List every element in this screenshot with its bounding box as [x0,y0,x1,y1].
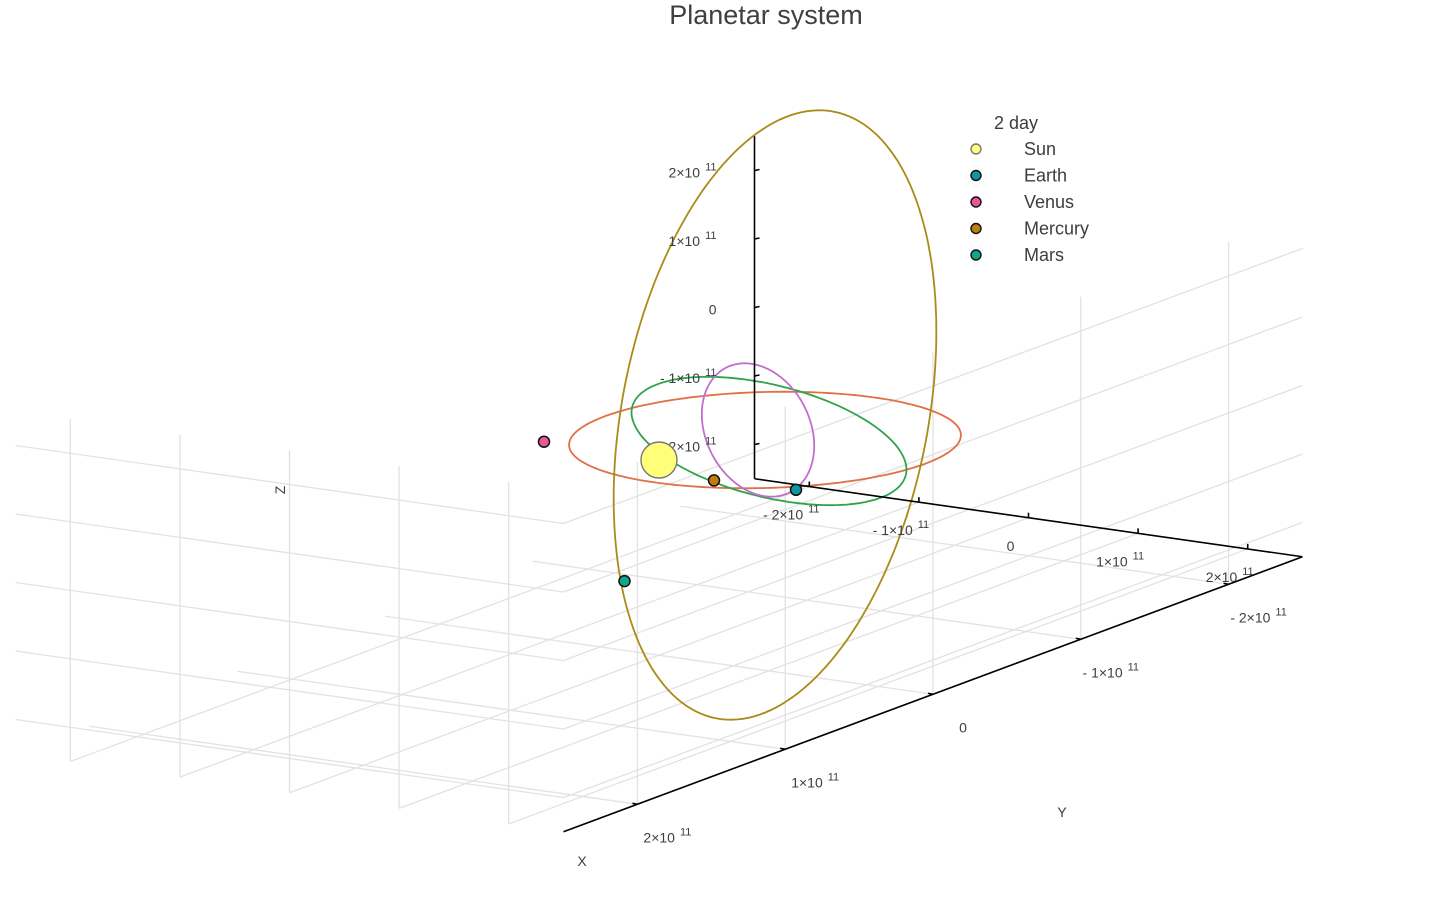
orbit-path [700,362,816,498]
legend-label: Mercury [1024,219,1089,239]
chart-title: Planetar system [669,0,863,30]
z-tick-label: 0 [709,302,717,318]
orbit-path [612,109,938,721]
tick-exponent: 11 [705,230,716,242]
grid-line [563,384,1303,662]
marker-mercury [707,474,721,487]
x-tick-label: 1×10 11 [1096,550,1144,569]
legend-label: Earth [1024,166,1067,186]
tick-exponent: 11 [1275,606,1286,618]
legend-marker [970,143,982,155]
y-tick-label: 2×10 11 [643,826,691,845]
z-tick [754,374,760,377]
z-tick [754,305,760,309]
legend-marker [970,169,982,182]
z-tick-label: - 1×10 11 [660,367,717,386]
y-tick [927,692,934,696]
x-tick-label: 2×10 11 [1206,566,1254,585]
legend-label: Mars [1024,245,1064,265]
grid-lines [15,241,1303,825]
tick-exponent: 11 [828,771,839,783]
y-tick [780,747,786,751]
x-tick-label: - 1×10 11 [873,519,930,538]
marker-mars [618,574,631,588]
grid-line [15,581,564,662]
tick-exponent: 11 [1242,566,1253,578]
x-axis-label: X [577,853,587,869]
grid-line [563,521,1303,799]
grid-line [532,560,1081,640]
orbit-paths [568,109,962,721]
tick-exponent: 11 [705,436,716,448]
tick-exponent: 11 [705,367,716,379]
grid-line [563,316,1303,593]
y-tick [632,802,638,806]
z-axis-label: Z [272,485,288,494]
x-tick-label: 0 [1007,538,1015,554]
grid-line [563,453,1303,730]
legend-marker [970,249,982,261]
grid-line [15,513,564,593]
y-tick-label: 0 [959,719,967,735]
planet-markers [537,435,803,588]
z-tick-label: 1×10 11 [669,230,717,249]
y-tick-label: - 2×10 11 [1230,606,1287,625]
marker-venus [537,435,551,448]
legend-label: Venus [1024,192,1074,212]
z-tick [754,168,760,172]
orbit-path [568,390,962,490]
y-tick [1223,582,1229,586]
legend: 2 day Sun Earth Venus Mercury Mars [970,113,1089,265]
tick-exponent: 11 [1128,661,1139,673]
y-tick [1075,637,1081,641]
legend-label: Sun [1024,139,1056,159]
y-tick-label: 1×10 11 [791,771,839,790]
z-tick-label: 2×10 11 [669,162,717,181]
tick-exponent: 11 [680,826,691,838]
grid-line [15,718,564,799]
grid-line [384,615,934,695]
z-tick [754,237,760,240]
y-axis-label: Y [1057,804,1067,820]
y-tick-label: - 1×10 11 [1083,661,1140,680]
orbit-path [630,375,908,507]
legend-marker [970,222,982,235]
tick-exponent: 11 [918,519,929,531]
tick-exponent: 11 [808,504,819,516]
axes: - 2×10 11 - 1×10 11 0 1×10 11 2×10 11 - 2×10 11 - 1… [272,136,1303,869]
grid-line [89,725,638,805]
marker-sun [640,441,678,479]
x-tick-label: - 2×10 11 [763,504,820,523]
grid-line [680,505,1229,585]
marker-earth [789,483,803,497]
grid-line [15,650,564,730]
legend-marker [970,196,982,208]
grid-line [15,444,564,525]
grid-line [237,670,786,750]
tick-exponent: 11 [705,162,716,174]
tick-exponent: 11 [1133,550,1144,562]
z-tick [754,442,760,446]
legend-title: 2 day [994,113,1038,133]
